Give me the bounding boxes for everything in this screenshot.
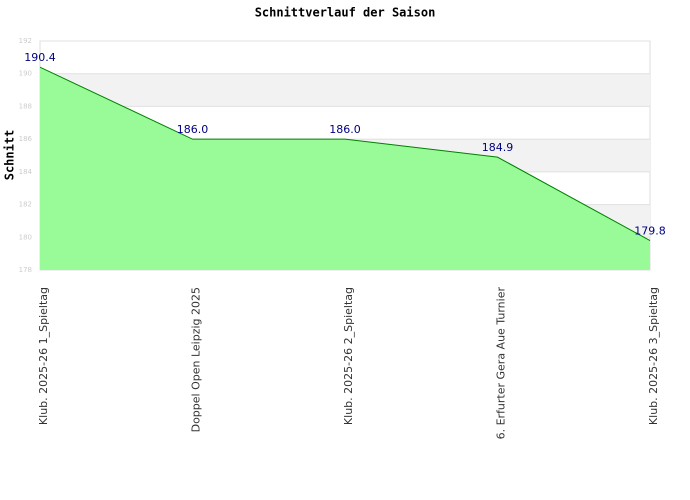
line [39, 66, 651, 241]
y-tick-label: 186 [19, 135, 33, 143]
value-label: 179.8 [634, 225, 666, 238]
value-label: 186.0 [329, 123, 361, 136]
y-axis-label: Schnitt [3, 130, 17, 181]
y-tick-label: 180 [19, 233, 32, 241]
x-tick-label: 6. Erfurter Gera Aue Turnier [495, 287, 508, 440]
y-tick-label: 182 [19, 201, 32, 209]
y-tick-label: 178 [19, 266, 32, 274]
value-label: 184.9 [482, 141, 514, 154]
y-tick-label: 190 [19, 70, 32, 78]
value-label: 186.0 [177, 123, 209, 136]
area [40, 67, 650, 271]
x-tick-label: Klub. 2025-26 2_Spieltag [342, 287, 355, 425]
value-label: 190.4 [24, 51, 56, 64]
x-tick-label: Doppel Open Leipzig 2025 [190, 287, 203, 432]
y-tick-label: 192 [19, 37, 32, 45]
grid-band [40, 73, 650, 107]
chart-title: Schnittverlauf der Saison [255, 6, 436, 20]
y-tick-label: 184 [19, 168, 33, 176]
x-tick-label: Klub. 2025-26 1_Spieltag [37, 287, 50, 425]
y-tick-label: 188 [19, 102, 32, 110]
x-tick-label: Klub. 2025-26 3_Spieltag [647, 287, 660, 425]
